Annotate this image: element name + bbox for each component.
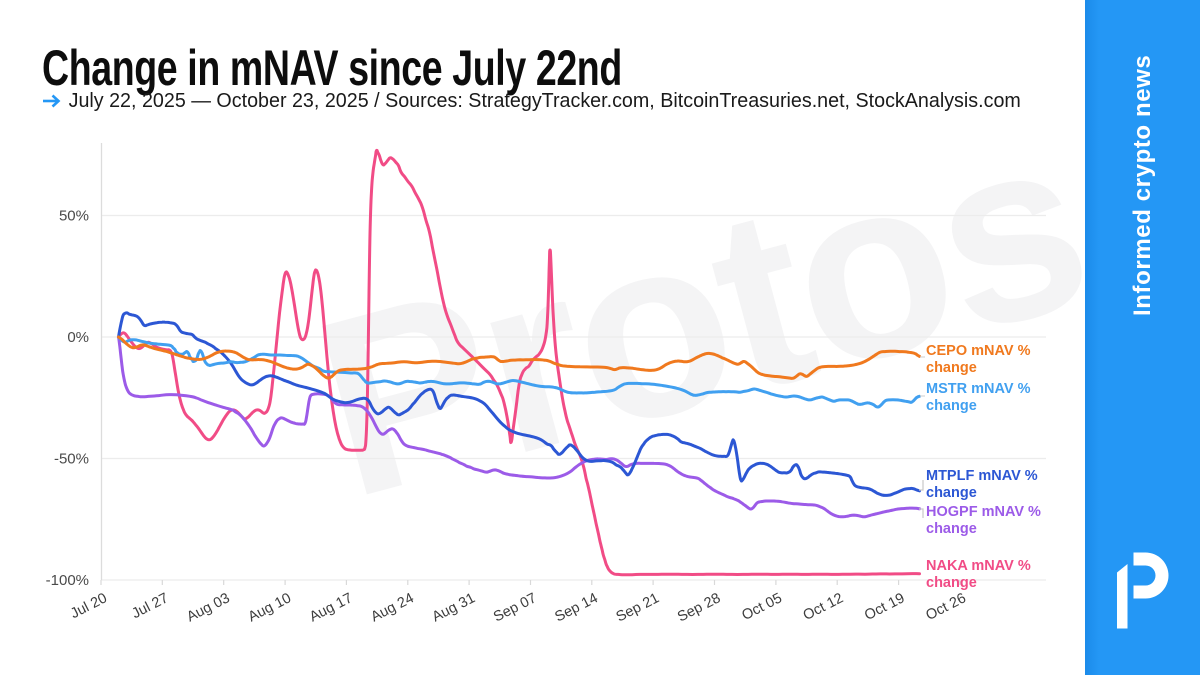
svg-text:change: change xyxy=(926,398,977,414)
svg-text:HOGPF mNAV %: HOGPF mNAV % xyxy=(926,504,1041,520)
svg-text:Oct 26: Oct 26 xyxy=(923,590,968,624)
svg-text:Sep 28: Sep 28 xyxy=(675,590,723,625)
svg-text:change: change xyxy=(926,360,977,376)
svg-text:Oct 05: Oct 05 xyxy=(739,590,784,624)
svg-text:Sep 21: Sep 21 xyxy=(614,590,662,625)
svg-text:-100%: -100% xyxy=(46,572,89,589)
svg-text:Aug 10: Aug 10 xyxy=(246,590,294,625)
svg-text:NAKA mNAV %: NAKA mNAV % xyxy=(926,558,1031,574)
svg-text:CEPO mNAV %: CEPO mNAV % xyxy=(926,343,1031,359)
svg-text:Aug 31: Aug 31 xyxy=(430,590,478,625)
svg-text:50%: 50% xyxy=(59,208,89,225)
svg-text:MTPLF mNAV %: MTPLF mNAV % xyxy=(926,468,1038,484)
svg-text:change: change xyxy=(926,575,977,591)
svg-text:Aug 24: Aug 24 xyxy=(368,590,416,625)
svg-text:Aug 17: Aug 17 xyxy=(307,590,355,625)
svg-text:-50%: -50% xyxy=(54,451,89,468)
svg-text:change: change xyxy=(926,485,977,501)
svg-text:Jul 20: Jul 20 xyxy=(68,590,110,622)
svg-text:Oct 12: Oct 12 xyxy=(801,590,846,624)
svg-text:Sep 07: Sep 07 xyxy=(491,590,539,625)
svg-text:Aug 03: Aug 03 xyxy=(184,590,232,625)
svg-text:Jul 27: Jul 27 xyxy=(129,590,171,622)
svg-text:change: change xyxy=(926,521,977,537)
svg-text:Sep 14: Sep 14 xyxy=(552,590,600,625)
svg-text:0%: 0% xyxy=(67,329,89,346)
svg-text:MSTR mNAV %: MSTR mNAV % xyxy=(926,381,1031,397)
svg-text:Oct 19: Oct 19 xyxy=(862,590,907,624)
